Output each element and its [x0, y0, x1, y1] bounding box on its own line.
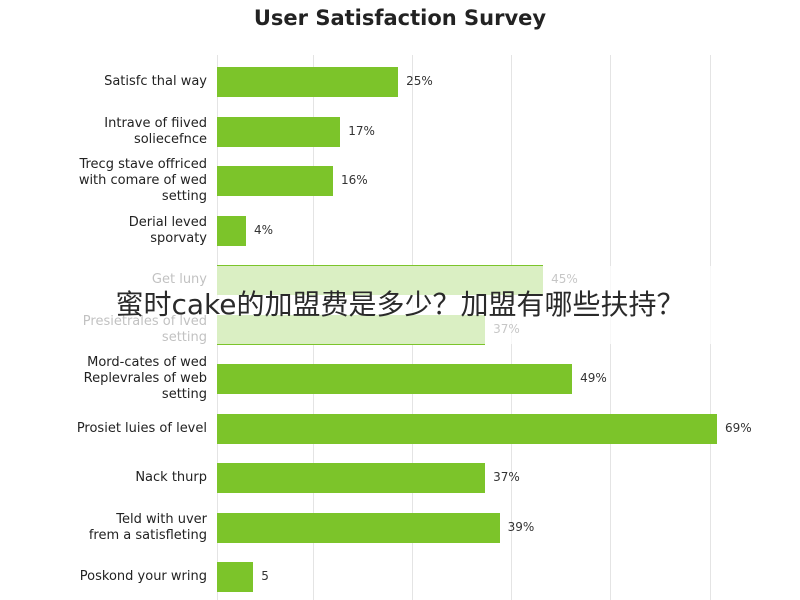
- data-label: 49%: [580, 371, 607, 385]
- data-label: 4%: [253, 222, 274, 237]
- data-label: 16%: [340, 173, 368, 187]
- overlay-text: 蜜时cake的加盟费是多少？加盟有哪些扶持？: [115, 288, 685, 321]
- overlay-band: [0, 266, 800, 344]
- category-label: Prosiet luies of level: [76, 420, 207, 436]
- data-label: 5: [261, 569, 269, 583]
- bar: [217, 463, 486, 493]
- bar: [217, 116, 341, 147]
- bar: [217, 67, 399, 97]
- category-label: Intrave of fiived soliecefnce: [104, 115, 207, 147]
- chart-title: User Satisfaction Survey: [253, 6, 547, 30]
- category-label: Teld with uver frem a satisfleting: [88, 511, 207, 543]
- bar: [217, 166, 333, 196]
- bar: [217, 215, 246, 246]
- bar: [217, 413, 717, 444]
- bar: [217, 562, 254, 592]
- category-label: Nack thurp: [135, 470, 207, 485]
- category-label: Poskond your wring: [79, 569, 207, 584]
- data-label: 25%: [406, 74, 433, 88]
- data-label: 69%: [725, 420, 752, 435]
- bar: [217, 512, 500, 543]
- category-label: Trecg stave offriced with comare of wed …: [78, 157, 207, 204]
- data-label: 17%: [348, 123, 375, 138]
- category-label: Satisfc thal way: [104, 74, 207, 89]
- data-label: 37%: [493, 470, 520, 484]
- category-label: Mord-cates of wed Replevrales of web set…: [83, 355, 207, 402]
- category-label: Derial leved sporvaty: [128, 214, 207, 246]
- data-label: 39%: [507, 519, 535, 534]
- bar: [217, 364, 573, 394]
